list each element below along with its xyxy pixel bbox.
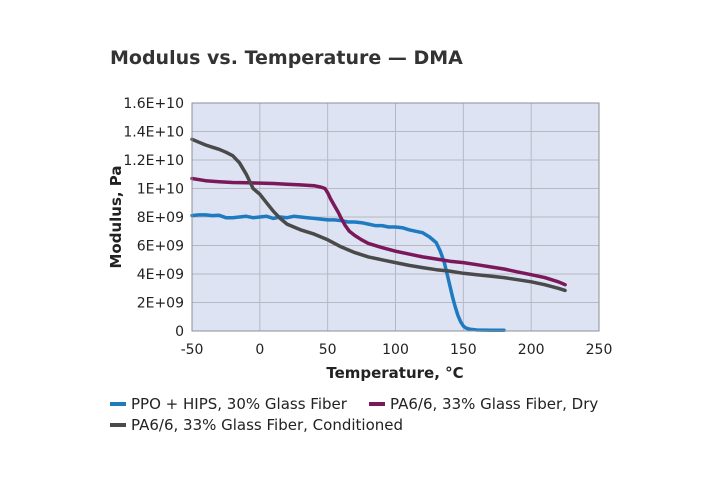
y-tick-label: 1E+10 [137, 182, 184, 198]
legend-label-ppo-hips: PPO + HIPS, 30% Glass Fiber [131, 395, 348, 413]
legend-label-pa66-conditioned: PA6/6, 33% Glass Fiber, Conditioned [131, 416, 403, 434]
series-line-ppo-hips [190, 213, 506, 333]
plot-border [191, 102, 600, 332]
x-tick-label: 0 [255, 342, 264, 358]
y-tick-label: 0 [175, 324, 184, 340]
y-axis-ticks: 0 2E+09 4E+09 6E+09 8E+09 1E+10 1.2E+10 1.4E+10… [123, 96, 184, 340]
y-tick-label: 1.4E+10 [123, 125, 184, 141]
x-tick-label: 50 [319, 342, 337, 358]
chart-title: Modulus vs. Temperature — DMA [110, 47, 463, 69]
legend-label-pa66-dry: PA6/6, 33% Glass Fiber, Dry [390, 395, 598, 413]
y-tick-label: 6E+09 [137, 239, 184, 255]
y-tick-label: 1.2E+10 [123, 153, 184, 169]
series-lines [190, 137, 567, 333]
x-tick-label: 250 [586, 342, 613, 358]
y-tick-label: 4E+09 [137, 267, 184, 283]
x-axis-label: Temperature, °C [326, 364, 463, 382]
y-tick-label: 2E+09 [137, 296, 184, 312]
x-axis-ticks: -50 0 50 100 150 200 250 [181, 342, 613, 358]
y-tick-label: 1.6E+10 [123, 96, 184, 112]
series-line-pa66-conditioned [190, 137, 567, 293]
legend: PPO + HIPS, 30% Glass Fiber PA6/6, 33% G… [110, 395, 598, 434]
series-line-pa66-dry [190, 176, 567, 287]
x-tick-label: 150 [450, 342, 477, 358]
x-tick-label: 100 [382, 342, 409, 358]
y-axis-label: Modulus, Pa [107, 165, 125, 268]
y-tick-label: 8E+09 [137, 210, 184, 226]
x-tick-label: -50 [181, 342, 204, 358]
x-tick-label: 200 [518, 342, 545, 358]
